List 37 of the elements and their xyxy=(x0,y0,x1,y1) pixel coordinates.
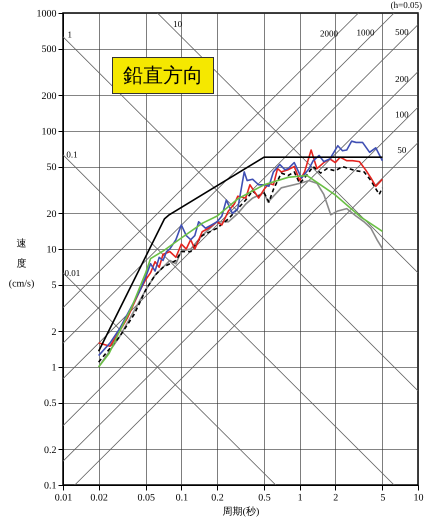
annotation: 0.01 xyxy=(64,268,80,278)
x-tick-label: 10 xyxy=(414,492,424,504)
y-tick-label: 0.1 xyxy=(44,480,56,492)
x-axis-title: 周期(秒) xyxy=(222,506,260,518)
y-tick-label: 100 xyxy=(42,126,56,138)
x-tick-label: 5 xyxy=(380,492,386,504)
y-tick-label: 50 xyxy=(46,162,56,174)
y-tick-label: 0.2 xyxy=(44,444,56,456)
x-tick-label: 0.5 xyxy=(258,492,271,504)
annotation: 50 xyxy=(397,144,407,155)
y-tick-label: 20 xyxy=(46,208,56,220)
y-tick-label: 1000 xyxy=(36,8,56,20)
text: 鉛直方向 xyxy=(112,57,214,94)
y-tick-label: 0.5 xyxy=(44,398,56,410)
x-tick-label: 0.1 xyxy=(176,492,188,504)
x-tick-label: 0.2 xyxy=(211,492,224,504)
y-tick-label: 200 xyxy=(42,90,56,102)
annotation: 1000 xyxy=(356,28,375,38)
y-tick-label: 2 xyxy=(52,326,56,338)
x-tick-label: 0.02 xyxy=(90,492,108,504)
annotation: 10 xyxy=(173,19,183,30)
y-tick-label: 1 xyxy=(52,362,56,374)
y-tick-label: 500 xyxy=(42,44,56,56)
annotation: 1 xyxy=(67,30,72,40)
y-tick-label: 10 xyxy=(46,244,56,256)
y-axis-title: 速度(cm/s) xyxy=(8,238,34,290)
x-tick-label: 1 xyxy=(298,492,303,504)
annotation: 100 xyxy=(395,109,410,120)
x-tick-label: 0.05 xyxy=(137,492,155,504)
annotation: 200 xyxy=(395,74,410,84)
x-tick-label: 2 xyxy=(333,492,338,504)
text: (h=0.05) xyxy=(390,0,422,10)
annotation: 0.1 xyxy=(66,150,78,160)
x-tick-label: 0.01 xyxy=(54,492,72,504)
annotation: 500 xyxy=(395,26,410,37)
annotation: 2000 xyxy=(320,28,339,38)
y-tick-label: 5 xyxy=(52,280,56,292)
